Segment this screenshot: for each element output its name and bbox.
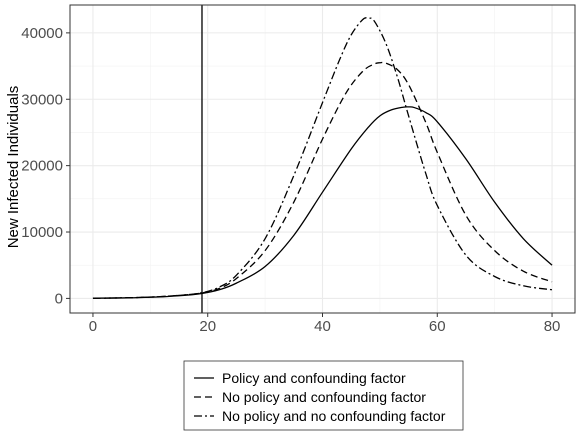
x-tick-label: 40 bbox=[314, 318, 331, 335]
x-tick-label: 80 bbox=[544, 318, 561, 335]
legend-box bbox=[183, 360, 464, 431]
legend-label-1: Policy and confounding factor bbox=[222, 370, 406, 386]
grid-lines bbox=[70, 5, 575, 313]
legend-label-2: No policy and confounding factor bbox=[222, 389, 426, 405]
series-line-3 bbox=[92, 17, 553, 299]
legend-label-3: No policy and no confounding factor bbox=[222, 408, 446, 424]
legend: Policy and confounding factor No policy a… bbox=[183, 360, 464, 431]
y-tick-label: 0 bbox=[55, 290, 63, 307]
x-tick-label: 20 bbox=[199, 318, 216, 335]
axes: 0 20 40 60 80 0 10000 20000 30000 40000 bbox=[21, 4, 576, 335]
x-tick-label: 60 bbox=[429, 318, 446, 335]
series-lines bbox=[92, 17, 553, 299]
x-tick-label: 0 bbox=[89, 318, 97, 335]
y-tick-label: 10000 bbox=[21, 224, 63, 241]
y-axis-label: New Infected Individuals bbox=[5, 86, 22, 249]
y-tick-label: 40000 bbox=[21, 25, 63, 42]
y-tick-label: 20000 bbox=[21, 158, 63, 175]
y-tick-label: 30000 bbox=[21, 91, 63, 108]
